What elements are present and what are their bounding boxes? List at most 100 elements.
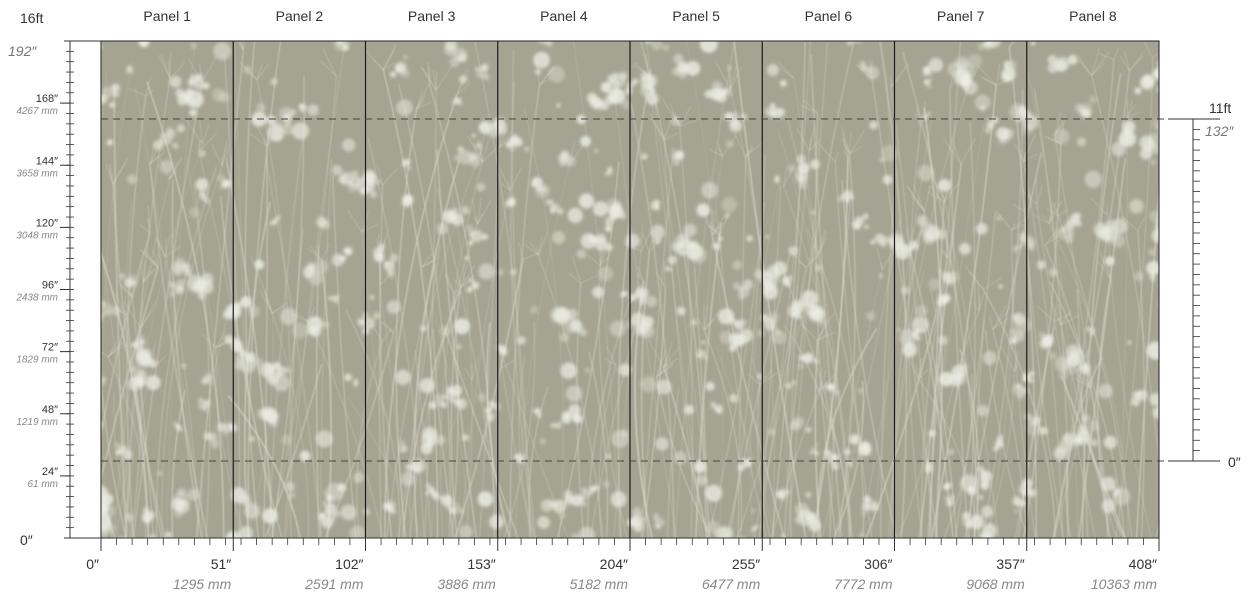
flower-petal [1152,275,1155,278]
stem-branch [929,288,937,315]
flower-blob [978,494,984,500]
flower-blob [767,428,776,436]
flower-blob [644,41,652,44]
flower-petal [557,308,569,319]
stem-branch [241,41,244,51]
stem-branch [383,320,394,334]
flower-petal [1047,55,1058,65]
flower-blob [879,157,885,163]
flower-blob [880,144,898,162]
flower-petal [947,499,954,506]
flower-blob [667,255,677,265]
flower-petal [432,491,439,498]
flower-petal [422,426,437,442]
stem [833,380,865,538]
flower-petal [400,439,404,444]
stem-branch [599,253,612,266]
flower-petal [782,276,789,283]
flower-blob [717,236,723,242]
stem [707,201,766,538]
bottom-width-ruler: 0″ 51″ 1295 mm 102″ 2591 mm 153″ 3886 mm 204″ 51… [86,537,1160,592]
flower-petal [1018,244,1023,248]
stem-branch [107,341,124,358]
stem-branch [249,133,268,147]
flower-petal [587,491,593,496]
stem-branch [847,129,865,158]
stem [449,185,473,538]
stem-branch [992,304,1007,330]
flower-petal [347,180,354,186]
stem [756,384,772,538]
stem-branch [47,28,54,48]
flower-petal [715,91,727,103]
flower-petal [953,372,967,386]
flower-blob [556,103,561,108]
flower-blob [928,430,936,438]
flower-petal [945,496,950,501]
flower-petal [172,422,177,426]
flower-petal [731,341,738,348]
flower-petal [572,542,580,550]
flower-petal [122,445,130,452]
stem-branch [460,260,469,287]
flower-petal [987,41,992,42]
flower-petal [274,218,278,222]
flower-petal [936,299,942,304]
flower-petal [546,41,553,47]
flower-blob [219,92,230,103]
stem-branch [751,357,761,385]
flower-petal [504,200,511,208]
flower-petal [333,510,341,518]
flower-petal [916,215,929,227]
flower-petal [637,25,642,30]
flower-petal [792,380,796,385]
stem [841,179,898,538]
flower-petal [633,522,644,533]
flower-blob [1105,256,1115,266]
stem-branch [1023,153,1038,162]
flower-petal [769,103,776,109]
stem-branch [538,236,543,256]
stem [783,186,851,538]
flower-blob [852,41,863,44]
stem-branch [1173,79,1182,105]
flower-petal [180,428,185,433]
stem-branch [161,54,171,79]
stem [771,41,806,538]
flower-petal [629,26,635,32]
flower-petal [947,276,957,286]
flower-petal [135,369,148,382]
stem-branch [1168,24,1170,47]
flower-petal [1080,363,1090,373]
stem-branch [817,332,835,341]
stem-branch [1060,310,1071,326]
flower-petal [199,191,204,196]
stem-branch [1170,26,1179,47]
flower-petal [468,240,474,246]
flower-petal [322,501,326,505]
flower-petal [320,517,333,529]
flower-petal [736,322,739,325]
flower-petal [177,487,186,497]
flower-petal [392,510,397,515]
flower-petal [1152,119,1159,130]
flower-blob [670,116,681,127]
flower-blob [477,491,494,507]
flower-petal [1089,95,1097,104]
flower-petal [813,358,819,364]
stem-branch [703,305,709,331]
stem-branch [479,130,486,156]
stem-branch [361,225,368,233]
flower-petal [1056,443,1069,456]
flower-petal [269,221,275,226]
flower-petal [655,524,661,530]
stem-branch [1075,362,1092,389]
stem [271,75,305,538]
left-tick-label: 72″ [42,342,58,354]
stem [812,157,849,538]
flower-petal [95,508,100,513]
flower-blob [967,485,977,496]
flower-blob [655,437,669,451]
stem-branch [1014,351,1019,372]
flower-petal [998,136,1007,145]
